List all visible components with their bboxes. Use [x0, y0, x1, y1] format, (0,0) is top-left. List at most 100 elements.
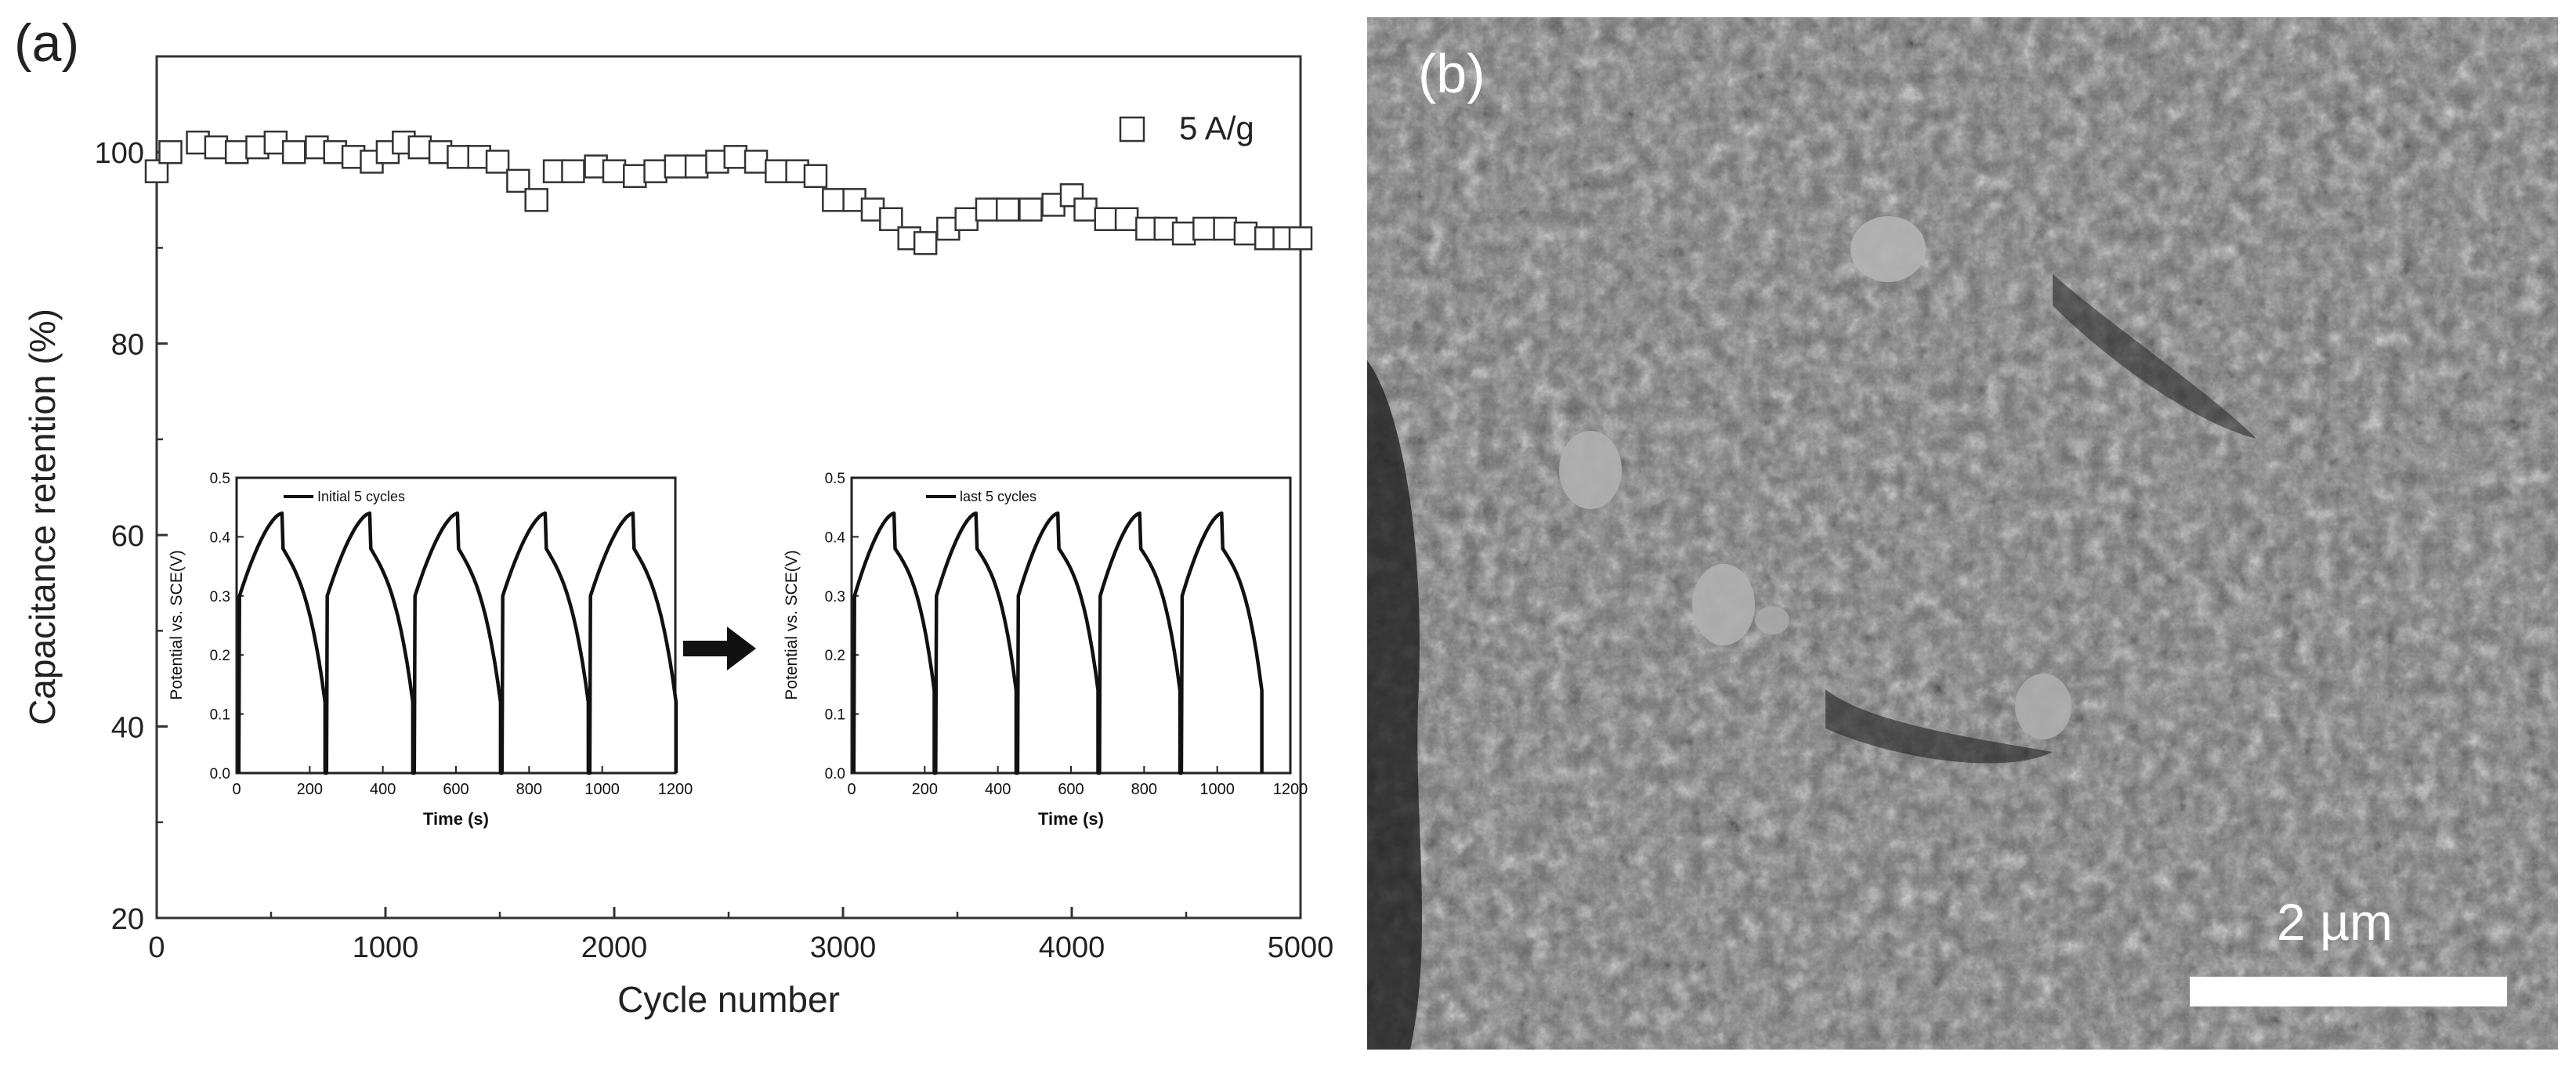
inset-y-tick-label: 0.5 — [210, 471, 230, 487]
data-point — [765, 159, 789, 183]
scale-bar-label: 2 µm — [2277, 893, 2393, 951]
data-point — [743, 150, 769, 174]
sem-fine-texture — [1367, 17, 2558, 1050]
sem-particle — [1755, 606, 1789, 634]
data-point — [664, 154, 689, 179]
data-point — [643, 159, 668, 183]
inset-x-tick-label: 1200 — [658, 781, 693, 798]
inset-x-tick-label: 0 — [232, 781, 241, 798]
inset-x-tick-label: 1000 — [1199, 781, 1235, 798]
inset-y-tick-label: 0.3 — [210, 589, 230, 605]
inset-y-tick-label: 0.5 — [825, 471, 845, 487]
data-point — [407, 135, 432, 160]
data-point — [1018, 197, 1043, 222]
inset-right-x-axis-label: Time (s) — [1038, 809, 1104, 829]
x-tick-label: 2000 — [581, 931, 648, 964]
inset-y-tick-label: 0.2 — [825, 648, 845, 664]
data-point — [723, 145, 748, 169]
data-point — [602, 159, 627, 183]
data-point — [1094, 207, 1119, 232]
data-point — [1073, 197, 1098, 222]
data-point — [822, 188, 846, 212]
inset-x-tick-label: 200 — [297, 781, 323, 798]
x-tick-label: 3000 — [810, 931, 877, 964]
inset-y-tick-label: 0.0 — [210, 766, 230, 782]
inset-y-tick-label: 0.1 — [825, 707, 845, 724]
inset-y-tick-label: 0.0 — [825, 766, 845, 782]
inset-y-tick-label: 0.2 — [210, 648, 230, 664]
sem-particle — [2015, 674, 2071, 739]
data-point — [684, 154, 709, 179]
inset-x-tick-label: 0 — [847, 781, 856, 798]
inset-x-tick-label: 800 — [1131, 781, 1157, 798]
data-point — [1233, 221, 1258, 246]
x-tick-label: 5000 — [1268, 931, 1334, 964]
inset-x-tick-label: 800 — [516, 781, 542, 798]
x-tick-label: 0 — [148, 931, 165, 964]
data-point — [561, 159, 585, 183]
panel-b-label: (b) — [1418, 43, 1485, 104]
right-arrow-icon — [683, 627, 756, 670]
panel-a-label: (a) — [14, 13, 79, 73]
data-point — [204, 135, 229, 160]
inset-left-y-axis-label: Potential vs. SCE(V) — [168, 550, 186, 699]
data-point — [1288, 226, 1313, 251]
main-x-axis-label: Cycle number — [617, 979, 840, 1020]
data-point — [485, 150, 510, 174]
inset-x-tick-label: 400 — [370, 781, 396, 798]
data-point — [879, 207, 903, 232]
main-y-axis: 20 40 60 80 100 — [95, 137, 168, 936]
data-point — [954, 207, 979, 232]
inset-y-tick-label: 0.4 — [825, 529, 846, 546]
scale-bar — [2190, 977, 2507, 1006]
inset-right-curve — [852, 511, 1264, 775]
y-tick-label: 20 — [111, 903, 144, 936]
x-tick-label: 1000 — [353, 931, 419, 964]
inset-x-tick-label: 600 — [443, 781, 469, 798]
x-tick-label: 4000 — [1039, 931, 1105, 964]
inset-right-y-axis: 0.0 0.1 0.2 0.3 0.4 0.5 — [825, 471, 859, 782]
inset-x-tick-label: 200 — [912, 781, 938, 798]
inset-left-curve — [237, 511, 678, 775]
inset-left-x-axis: 0 200 400 600 800 1000 1200 — [232, 766, 693, 798]
inset-left-x-axis-label: Time (s) — [423, 809, 489, 829]
data-point — [913, 231, 938, 255]
main-x-axis: 0 1000 2000 3000 4000 5000 — [148, 907, 1333, 964]
data-point — [1114, 207, 1139, 232]
legend-marker-open-square — [1119, 116, 1145, 143]
data-point — [1192, 216, 1217, 241]
data-point — [158, 139, 183, 164]
main-y-axis-label: Capacitance retention (%) — [22, 309, 63, 725]
inset-right-frame — [850, 476, 1292, 775]
inset-left-y-axis: 0.0 0.1 0.2 0.3 0.4 0.5 — [210, 471, 244, 782]
panel-b-sem-image: (b) 2 µm — [1367, 17, 2558, 1050]
data-point — [995, 197, 1020, 222]
inset-x-tick-label: 600 — [1058, 781, 1084, 798]
data-point — [281, 139, 306, 164]
data-point — [1213, 216, 1237, 241]
inset-left-chart: 0 200 400 600 800 1000 1200 0.0 0.1 0.2 0.3 0.4 0.5… — [168, 471, 693, 829]
inset-right-x-axis: 0 200 400 600 800 1000 1200 — [847, 766, 1308, 798]
inset-right-y-axis-label: Potential vs. SCE(V) — [783, 550, 801, 699]
y-tick-label: 100 — [95, 137, 144, 170]
inset-y-tick-label: 0.3 — [825, 589, 845, 605]
main-legend: 5 A/g — [1119, 110, 1254, 146]
sem-particle — [1692, 564, 1755, 645]
inset-left-legend-label: Initial 5 cycles — [317, 489, 405, 504]
data-point — [803, 164, 828, 189]
sem-dark-crevice — [1825, 689, 2053, 764]
inset-x-tick-label: 400 — [985, 781, 1011, 798]
inset-y-tick-label: 0.1 — [210, 707, 230, 724]
data-point — [623, 164, 647, 189]
data-point — [447, 145, 471, 169]
y-tick-label: 40 — [111, 712, 144, 745]
data-point — [975, 197, 1000, 222]
legend-label: 5 A/g — [1179, 110, 1254, 146]
inset-y-tick-label: 0.4 — [210, 529, 231, 546]
y-tick-label: 80 — [111, 329, 144, 362]
inset-right-legend-label: last 5 cycles — [960, 489, 1037, 504]
data-point — [224, 139, 249, 164]
